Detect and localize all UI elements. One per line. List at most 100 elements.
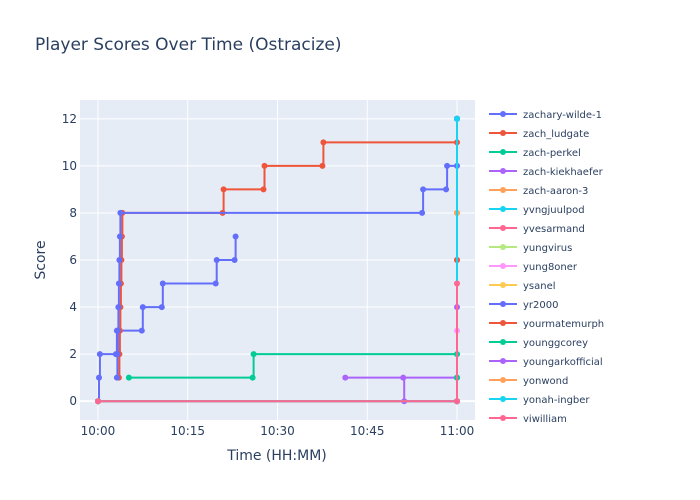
data-point — [420, 186, 427, 193]
y-tick-label: 2 — [69, 347, 77, 361]
data-point — [139, 304, 146, 311]
y-tick-label: 8 — [69, 206, 77, 220]
legend-label: younggcorey — [523, 338, 588, 349]
data-point — [116, 233, 123, 240]
y-tick-labels: 0 2 4 6 8 10 12 — [62, 112, 77, 408]
x-tick-label: 10:00 — [81, 424, 116, 438]
data-point — [95, 398, 101, 405]
y-tick-label: 6 — [69, 253, 77, 267]
data-point — [419, 209, 426, 216]
chart-title: Player Scores Over Time (Ostracize) — [35, 35, 342, 55]
legend-item: zach-perkel — [489, 148, 581, 159]
series-line — [98, 236, 237, 403]
legend-label: zach-aaron-3 — [523, 186, 588, 197]
legend-item: yung8oner — [489, 262, 578, 273]
y-tick-label: 12 — [62, 112, 77, 126]
legend-swatch-marker — [500, 377, 506, 383]
data-point — [400, 374, 407, 381]
legend-item: zach-aaron-3 — [489, 186, 588, 197]
y-tick-label: 10 — [62, 159, 77, 173]
legend-item: zachary-wilde-1 — [489, 110, 602, 121]
legend-item: younggcorey — [489, 338, 588, 349]
data-point — [117, 209, 124, 216]
legend-label: zach_ludgate — [523, 129, 589, 140]
legend-label: yourmatemurph — [523, 319, 604, 330]
data-point — [213, 257, 220, 263]
legend-swatch-marker — [500, 396, 506, 402]
legend-item: yourmatemurph — [489, 319, 604, 330]
data-point — [114, 327, 121, 334]
y-tick-label: 4 — [69, 300, 77, 314]
data-point — [342, 374, 349, 381]
data-point — [96, 351, 103, 358]
legend-items: zachary-wilde-1 zach_ludgate zach-perkel za… — [489, 110, 604, 422]
legend-swatch-marker — [500, 263, 506, 269]
legend-swatch-marker — [500, 339, 506, 345]
legend-label: yonwond — [523, 376, 568, 387]
data-point — [261, 162, 268, 169]
legend-label: yonah-ingber — [523, 395, 590, 406]
legend-item: yr2000 — [489, 300, 558, 311]
data-point — [320, 139, 327, 146]
legend-label: youngarkofficial — [523, 357, 603, 368]
legend-item: yonwond — [489, 376, 568, 387]
series-layer — [95, 115, 460, 405]
legend-label: ysanel — [523, 281, 556, 292]
legend-swatch-marker — [500, 168, 506, 174]
x-tick-label: 11:00 — [440, 424, 475, 438]
data-point — [454, 115, 460, 122]
legend-label: yung8oner — [523, 262, 578, 273]
legend-label: yvngjuulpod — [523, 205, 585, 216]
legend-swatch-marker — [500, 320, 506, 326]
data-point — [115, 304, 122, 311]
legend-label: zach-perkel — [523, 148, 581, 159]
y-axis-title: Score — [33, 240, 49, 279]
series-yr2000 — [113, 115, 460, 381]
data-point — [220, 186, 227, 193]
legend-swatch-marker — [500, 225, 506, 231]
legend-swatch-marker — [500, 149, 506, 155]
legend-item: yiwilliam — [489, 414, 567, 422]
data-point — [260, 186, 267, 193]
y-tick-label: 0 — [69, 394, 77, 408]
legend-swatch-marker — [500, 111, 506, 117]
legend-item: yvesarmand — [489, 224, 585, 235]
data-point — [125, 374, 132, 381]
x-axis-title: Time (HH:MM) — [226, 448, 327, 464]
legend-label: zachary-wilde-1 — [523, 110, 602, 121]
legend[interactable]: zachary-wilde-1 zach_ludgate zach-perkel za… — [489, 110, 604, 425]
data-point — [113, 374, 120, 381]
legend-item: ysanel — [489, 281, 556, 292]
legend-swatch-marker — [500, 415, 506, 421]
legend-item: zach_ludgate — [489, 129, 589, 140]
data-point — [444, 162, 451, 169]
x-tick-label: 10:45 — [350, 424, 385, 438]
data-point — [158, 304, 165, 311]
data-point — [114, 351, 121, 358]
legend-item: yvngjuulpod — [489, 205, 585, 216]
legend-swatch-marker — [500, 187, 506, 193]
x-tick-labels: 10:00 10:15 10:30 10:45 11:00 — [81, 424, 475, 438]
legend-item: yonah-ingber — [489, 395, 590, 406]
legend-swatch-marker — [500, 130, 506, 136]
data-point — [212, 280, 219, 287]
data-point — [231, 257, 238, 263]
data-point — [454, 280, 460, 287]
legend-label: zach-kiekhaefer — [523, 167, 604, 178]
legend-swatch-marker — [500, 282, 506, 288]
x-tick-label: 10:30 — [260, 424, 295, 438]
data-point — [249, 374, 256, 381]
data-point — [116, 257, 123, 263]
legend-swatch-marker — [500, 244, 506, 250]
legend-swatch-marker — [500, 206, 506, 212]
legend-label: yr2000 — [523, 300, 558, 311]
legend-swatch-marker — [500, 301, 506, 307]
data-point — [232, 233, 239, 240]
data-point — [319, 162, 326, 169]
x-tick-label: 10:15 — [170, 424, 205, 438]
data-point — [96, 374, 102, 381]
data-point — [454, 398, 460, 405]
legend-swatch-marker — [500, 358, 506, 364]
legend-label: yvesarmand — [523, 224, 585, 235]
